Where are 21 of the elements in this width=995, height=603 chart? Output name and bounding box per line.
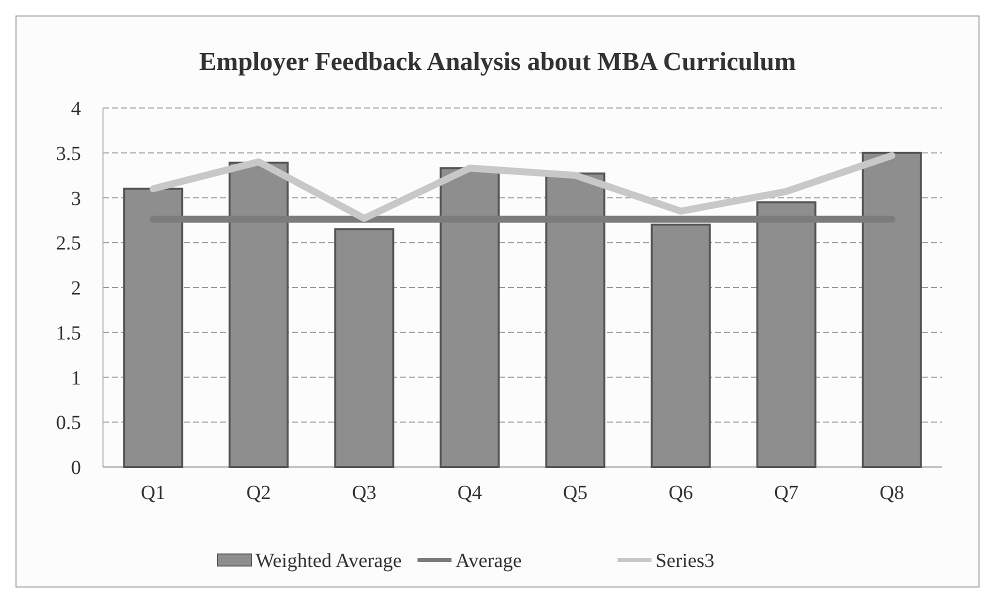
x-tick-label: Q3 — [352, 482, 376, 504]
y-tick-label: 1.5 — [56, 322, 81, 344]
x-tick-label: Q7 — [774, 482, 799, 504]
x-tick-label: Q1 — [140, 482, 166, 504]
y-tick-label: 0 — [71, 457, 81, 479]
x-tick-label: Q8 — [880, 482, 904, 504]
x-tick-label: Q4 — [458, 482, 482, 504]
y-tick-label: 3.5 — [56, 142, 81, 165]
legend-label: Average — [456, 550, 522, 572]
y-tick-label: 1 — [71, 367, 81, 390]
legend-label: Weighted Average — [256, 550, 402, 572]
chart-title: Employer Feedback Analysis about MBA Curriculum — [199, 47, 796, 76]
legend-label: Series3 — [656, 550, 714, 572]
x-tick-label: Q5 — [563, 482, 588, 504]
x-tick-label: Q6 — [668, 482, 694, 504]
y-tick-label: 0.5 — [56, 412, 81, 434]
y-tick-label: 4 — [71, 98, 81, 120]
y-tick-label: 2.5 — [56, 232, 81, 255]
y-tick-label: 2 — [71, 278, 81, 300]
y-tick-label: 3 — [71, 188, 81, 210]
x-tick-label: Q2 — [246, 482, 271, 504]
